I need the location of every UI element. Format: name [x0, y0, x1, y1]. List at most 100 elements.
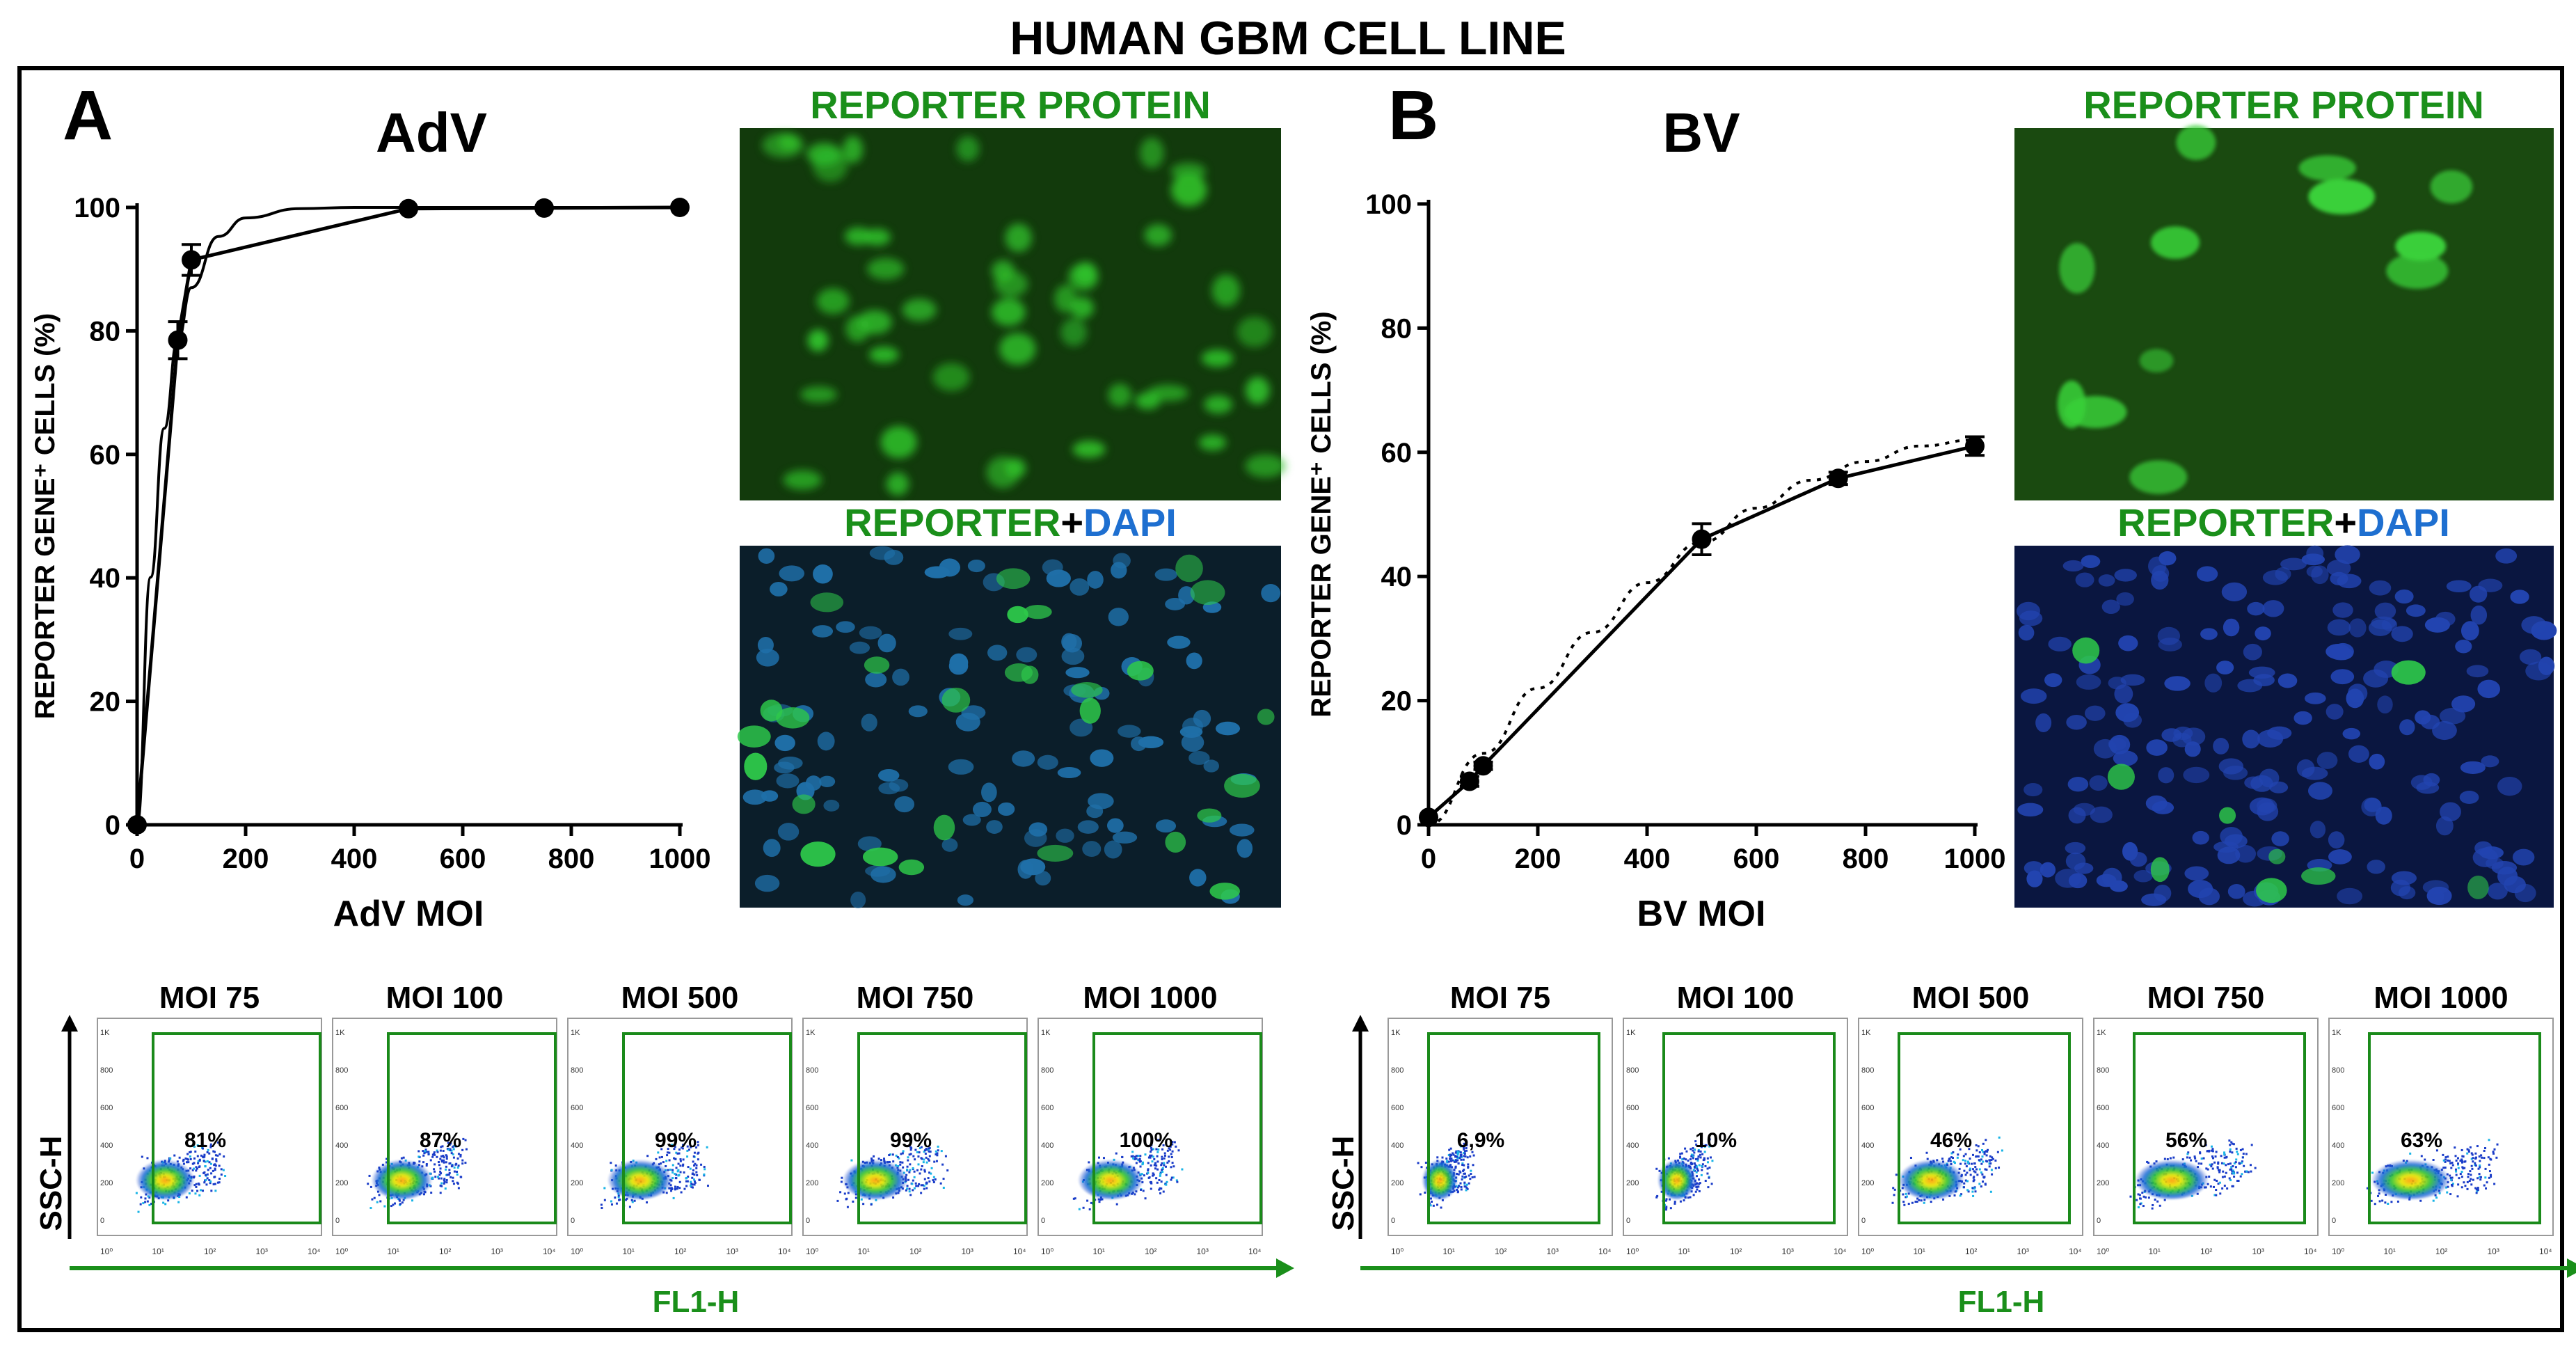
flow-gate — [857, 1032, 1027, 1224]
event-dot — [933, 1160, 936, 1163]
event-dot — [1152, 1174, 1154, 1177]
event-dot — [201, 1147, 204, 1150]
event-dot — [2146, 1160, 2149, 1163]
event-dot — [2222, 1170, 2225, 1173]
event-dot — [1460, 1155, 1463, 1158]
event-dot — [2197, 1162, 2200, 1165]
event-dot — [2230, 1141, 2233, 1144]
cell — [812, 148, 848, 182]
event-dot — [685, 1177, 687, 1180]
event-dot — [1429, 1204, 1432, 1207]
event-dot — [1960, 1193, 1963, 1196]
event-dot — [1695, 1175, 1698, 1178]
event-dot — [1985, 1168, 1988, 1171]
event-dot — [1170, 1176, 1173, 1179]
event-dot — [1985, 1154, 1988, 1157]
green-cell — [1079, 697, 1101, 724]
event-dot — [198, 1174, 201, 1177]
event-dot — [1669, 1207, 1672, 1210]
event-dot — [1137, 1159, 1140, 1162]
event-dot — [2464, 1185, 2467, 1187]
event-dot — [1166, 1161, 1169, 1164]
event-dot — [2228, 1139, 2231, 1142]
nucleus — [1082, 841, 1102, 858]
event-dot — [686, 1149, 689, 1152]
event-dot — [888, 1154, 891, 1157]
event-dot — [1460, 1185, 1463, 1188]
event-dot — [2381, 1199, 2384, 1202]
event-dot — [1956, 1156, 1959, 1159]
nucleus — [2257, 802, 2279, 821]
event-dot — [2228, 1177, 2231, 1180]
event-dot — [2163, 1199, 2166, 1201]
event-dot — [1078, 1208, 1081, 1210]
flow-y-tick: 800 — [1861, 1066, 1874, 1075]
flow-x-tick: 10⁴ — [543, 1247, 556, 1256]
flow-y-tick: 1K — [2097, 1029, 2106, 1037]
event-dot — [1157, 1148, 1160, 1151]
event-dot — [1692, 1149, 1694, 1152]
flow-x-tick: 10¹ — [623, 1247, 635, 1256]
event-dot — [203, 1153, 206, 1156]
event-dot — [1152, 1148, 1154, 1151]
flow-x-tick: 10² — [674, 1247, 686, 1256]
event-dot — [912, 1155, 915, 1158]
data-point — [127, 815, 147, 835]
nucleus — [870, 866, 896, 883]
event-dot — [2247, 1171, 2250, 1174]
event-dot — [200, 1154, 202, 1157]
event-dot — [2459, 1160, 2462, 1162]
green-cell — [737, 725, 771, 748]
event-dot — [697, 1152, 699, 1155]
event-dot — [674, 1188, 677, 1191]
event-dot — [208, 1161, 211, 1164]
event-dot — [1171, 1141, 1174, 1144]
event-dot — [2471, 1153, 2474, 1156]
green-cell — [2072, 637, 2100, 664]
event-dot — [1463, 1172, 1465, 1175]
event-dot — [691, 1183, 694, 1186]
nucleus — [770, 582, 788, 597]
event-dot — [1980, 1158, 1982, 1161]
nucleus — [2065, 842, 2086, 855]
nucleus — [1112, 831, 1138, 844]
event-dot — [1683, 1199, 1685, 1202]
cell — [1074, 262, 1097, 285]
event-dot — [2242, 1153, 2245, 1155]
event-dot — [2449, 1193, 2452, 1196]
event-dot — [1152, 1172, 1154, 1175]
event-dot — [2200, 1158, 2203, 1160]
event-dot — [666, 1151, 669, 1154]
event-dot — [1991, 1156, 1994, 1159]
green-cell — [744, 752, 768, 780]
event-dot — [1953, 1194, 1956, 1196]
event-dot — [1457, 1151, 1460, 1154]
nucleus — [1108, 608, 1129, 626]
event-dot — [2205, 1167, 2208, 1170]
nucleus — [2114, 569, 2137, 582]
event-dot — [683, 1187, 686, 1190]
flow-frame — [1858, 1018, 2083, 1236]
event-dot — [210, 1190, 213, 1192]
event-dot — [860, 1198, 863, 1201]
event-dot — [2488, 1163, 2490, 1166]
event-dot — [674, 1185, 676, 1188]
x-tick-label: 600 — [440, 844, 486, 874]
flow-x-tick: 10¹ — [2384, 1247, 2396, 1256]
flow-x-tick: 10³ — [2252, 1247, 2264, 1256]
event-dot — [2138, 1194, 2141, 1196]
event-dot — [1449, 1155, 1452, 1158]
event-dot — [445, 1181, 448, 1184]
event-dot — [1175, 1145, 1177, 1148]
event-dot — [1453, 1190, 1456, 1192]
flow-x-tick: 10² — [1730, 1247, 1742, 1256]
event-dot — [914, 1182, 917, 1185]
micro-dapi-image — [2014, 545, 2557, 908]
flow-x-tick: 10⁴ — [2304, 1247, 2317, 1256]
event-dot — [1685, 1158, 1687, 1161]
event-dot — [1459, 1145, 1462, 1148]
event-dot — [2457, 1162, 2460, 1165]
event-dot — [657, 1151, 660, 1154]
event-dot — [1673, 1201, 1676, 1203]
y-axis-label: REPORTER GENE⁺ CELLS (%) — [30, 313, 61, 719]
